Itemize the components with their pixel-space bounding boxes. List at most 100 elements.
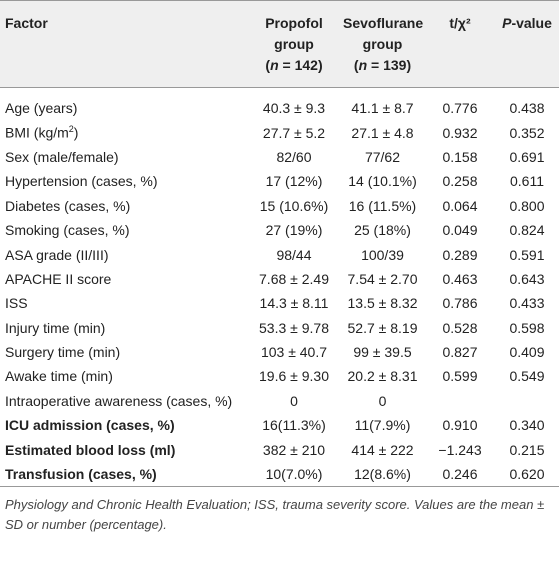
table-cell: 0.433 (509, 295, 545, 312)
table-row: ISS 14.3 ± 8.11 13.5 ± 8.32 0.786 0.433 (0, 291, 559, 315)
table-row: Injury time (min) 53.3 ± 9.78 52.7 ± 8.19 0… (0, 316, 559, 340)
table-cell: 14.3 ± 8.11 (259, 295, 329, 312)
table-cell: Smoking (cases, %) (5, 222, 130, 239)
table-row: Surgery time (min) 103 ± 40.7 99 ± 39.5 0.8… (0, 340, 559, 364)
table-cell: 27.7 ± 5.2 (262, 124, 326, 141)
header-cell: Propofol group (n = 142) (248, 1, 340, 88)
table-cell: 0.599 (442, 368, 478, 385)
table-cell: 82/60 (276, 148, 312, 165)
table-cell: 27.1 ± 4.8 (351, 124, 414, 141)
table-cell: 0.064 (442, 197, 478, 214)
table-cell: 53.3 ± 9.78 (259, 319, 329, 336)
header-cell: Factor (5, 15, 48, 31)
table-cell: 0 (378, 392, 387, 409)
table-cell: 20.2 ± 8.31 (347, 368, 418, 385)
table-cell: 16(11.3%) (262, 417, 326, 434)
table-cell: Transfusion (cases, %) (5, 466, 157, 483)
table-cell: 77/62 (364, 148, 401, 165)
table-cell: 99 ± 39.5 (353, 344, 412, 361)
table-row: Smoking (cases, %) 27 (19%) 25 (18%) 0.049 0… (0, 218, 559, 242)
table-cell: 0.827 (442, 344, 478, 361)
table-cell: 0.776 (442, 100, 478, 117)
header-cell: P-value (495, 1, 559, 88)
header-text: -value (511, 15, 552, 31)
header-cell: t/χ² (449, 15, 471, 31)
header-text: = 142) (278, 57, 323, 73)
table-cell: 14 (10.1%) (348, 173, 417, 190)
cell-text: 2 (68, 124, 74, 135)
header-text: = 139) (367, 57, 412, 73)
table-row: BMI (kg/m2) 27.7 ± 5.2 27.1 ± 4.8 0.932 0.35… (0, 120, 559, 144)
table-cell: Sex (male/female) (5, 148, 119, 165)
table-cell: 7.68 ± 2.49 (259, 270, 329, 287)
table-row: Estimated blood loss (ml) 382 ± 210 414 ± … (0, 437, 559, 461)
table-cell: 52.7 ± 8.19 (347, 319, 418, 336)
header-text: n (358, 57, 368, 73)
table-cell: 0.824 (509, 222, 545, 239)
table-cell: 0.215 (509, 441, 545, 458)
table-cell: 0.932 (442, 124, 478, 141)
table-cell: 0.620 (509, 466, 545, 483)
table-cell: 103 ± 40.7 (260, 344, 328, 361)
table-cell: 17 (12%) (265, 173, 323, 190)
table-cell: 414 ± 222 (351, 441, 414, 458)
table-cell: 19.6 ± 9.30 (259, 368, 329, 385)
table-cell: Intraoperative awareness (cases, %) (5, 392, 233, 409)
table-cell: 12(8.6%) (354, 466, 411, 483)
table-cell: 0.340 (509, 417, 545, 434)
header-text: Sevoflurane group (343, 15, 424, 52)
table-cell: 0.409 (509, 344, 545, 361)
table-cell: 0.246 (442, 466, 478, 483)
table-cell: 0.289 (442, 246, 478, 263)
cell-text: BMI (kg/m (5, 124, 69, 141)
table-cell: 0.158 (442, 148, 478, 165)
table-cell: 0.691 (509, 148, 545, 165)
table-cell: 0.800 (509, 197, 545, 214)
table-cell: 0.438 (509, 100, 545, 117)
table-cell: 0.591 (509, 246, 545, 263)
table-cell: APACHE II score (5, 270, 112, 287)
table-cell: 27 (19%) (265, 222, 323, 239)
table-row: ASA grade (II/III) 98/44 100/39 0.289 0.591 (0, 242, 559, 266)
table-cell (495, 389, 559, 413)
table-cell: Hypertension (cases, %) (5, 173, 158, 190)
table-cell: 0.463 (442, 270, 478, 287)
page: Factor Propofol group (n = 142) Sevoflura… (0, 0, 559, 532)
table-cell (425, 389, 495, 413)
table-cell: 0.598 (509, 319, 545, 336)
table-cell: 16 (11.5%) (348, 197, 417, 214)
header-text: Propofol group (265, 15, 323, 52)
table-cell: 13.5 ± 8.32 (347, 295, 418, 312)
table-cell: 10(7.0%) (265, 466, 323, 483)
table-cell: 7.54 ± 2.70 (347, 270, 418, 287)
table-cell: 0.643 (509, 270, 545, 287)
table-cell: 41.1 ± 8.7 (351, 100, 414, 117)
table-cell: Injury time (min) (5, 319, 106, 336)
table-header: Factor Propofol group (n = 142) Sevoflura… (0, 0, 559, 88)
table-cell: ASA grade (II/III) (5, 246, 109, 263)
header-text: ( (265, 57, 271, 73)
table-body: Age (years) 40.3 ± 9.3 41.1 ± 8.7 0.776 0.43… (0, 88, 559, 487)
table-cell: 382 ± 210 (262, 441, 326, 458)
data-table: Factor Propofol group (n = 142) Sevoflura… (0, 0, 559, 487)
table-cell: ISS (5, 295, 28, 312)
table-cell: 0.528 (442, 319, 478, 336)
cell-text: ) (73, 124, 79, 141)
table-row: Sex (male/female) 82/60 77/62 0.158 0.691 (0, 145, 559, 169)
header-cell: Sevoflurane group (n = 139) (340, 1, 425, 88)
table-cell: BMI (kg/m2) (0, 120, 248, 144)
table-cell: Age (years) (5, 100, 78, 117)
table-cell: 40.3 ± 9.3 (262, 100, 326, 117)
table-cell: Surgery time (min) (5, 344, 121, 361)
table-cell: Awake time (min) (5, 368, 113, 385)
header-text: n (270, 57, 279, 73)
table-row: Hypertension (cases, %) 17 (12%) 14 (10.1%… (0, 169, 559, 193)
table-row: Awake time (min) 19.6 ± 9.30 20.2 ± 8.31 0.… (0, 364, 559, 388)
table-cell: 0.352 (509, 124, 545, 141)
table-cell: 0.910 (442, 417, 478, 434)
table-cell: 0 (290, 392, 298, 409)
table-row: Diabetes (cases, %) 15 (10.6%) 16 (11.5%) 0… (0, 194, 559, 218)
table-row: APACHE II score 7.68 ± 2.49 7.54 ± 2.70 0.4… (0, 267, 559, 291)
table-cell: Estimated blood loss (ml) (5, 441, 176, 458)
table-cell: 11(7.9%) (354, 417, 411, 434)
